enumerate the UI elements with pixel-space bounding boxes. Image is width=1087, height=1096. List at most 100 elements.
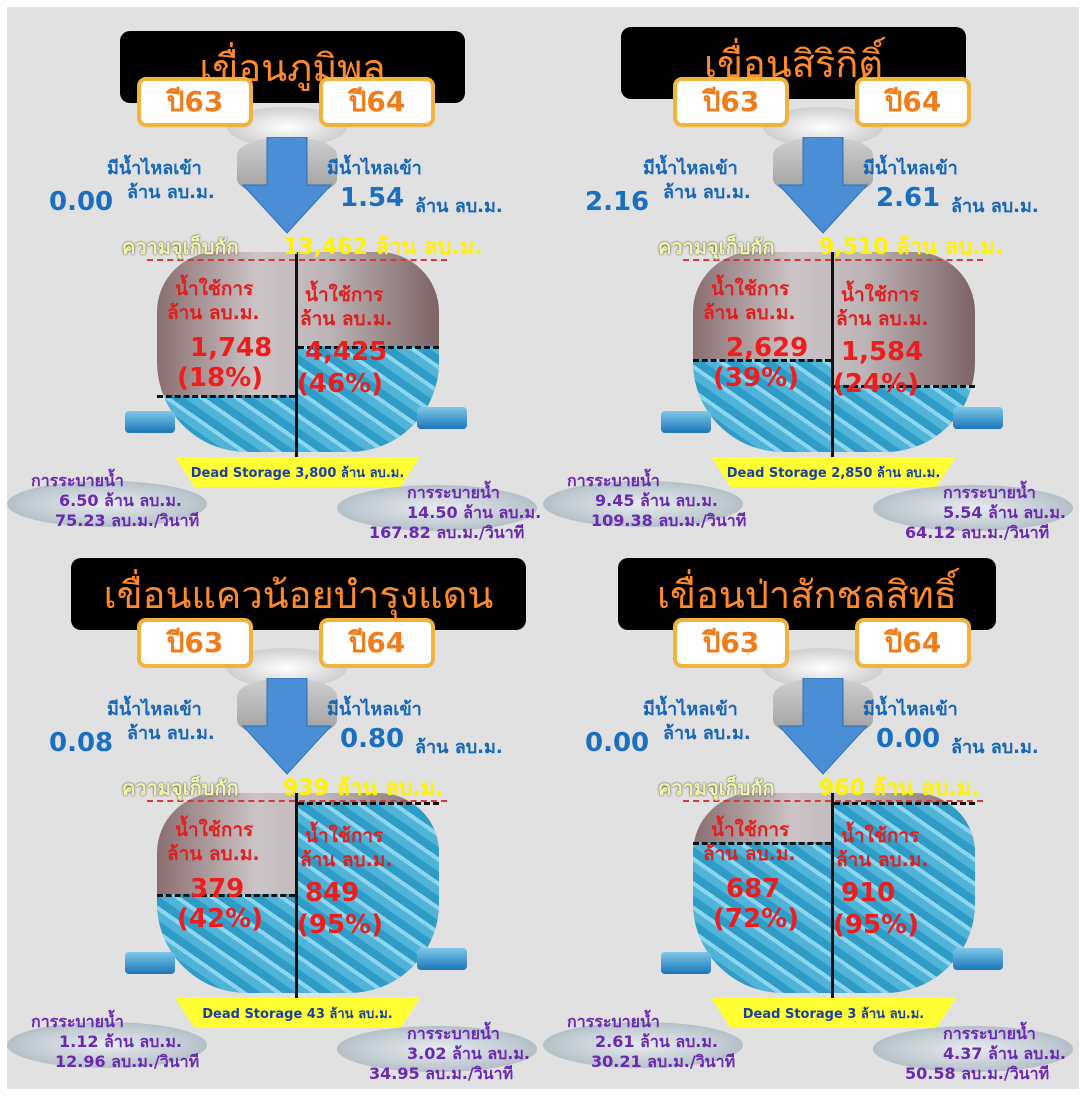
release-right-mcm: 3.02 ล้าน ลบ.ม.: [407, 1044, 531, 1063]
usable-right-percent: (46%): [297, 369, 383, 399]
capacity-value: 939 ล้าน ลบ.ม.: [283, 776, 444, 801]
capacity-line: [683, 259, 983, 261]
release-right-title: การระบายน้ำ: [943, 483, 1036, 502]
inflow-arrow-icon: [777, 678, 869, 775]
inflow-left-value: 0.00: [49, 187, 114, 217]
water-level-left: [693, 842, 831, 993]
capacity-value: 13,462 ล้าน ลบ.ม.: [283, 235, 483, 260]
inflow-left-label: มีน้ำไหลเข้า: [107, 158, 202, 179]
usable-right-unit: ล้าน ลบ.ม.: [836, 308, 929, 330]
water-splash-right: [337, 485, 537, 531]
faucet-right-icon: [953, 407, 1003, 429]
level-line-left: [157, 395, 295, 398]
release-right-mcm: 4.37 ล้าน ลบ.ม.: [943, 1044, 1067, 1063]
inflow-right-label: มีน้ำไหลเข้า: [863, 699, 958, 720]
usable-left-label: น้ำใช้การ: [175, 278, 254, 300]
reservoir-pot: [693, 252, 975, 462]
usable-right-label: น้ำใช้การ: [305, 825, 384, 847]
inflow-left-label: มีน้ำไหลเข้า: [643, 699, 738, 720]
usable-right-label: น้ำใช้การ: [841, 825, 920, 847]
capacity-value: 9,510 ล้าน ลบ.ม.: [819, 235, 1004, 260]
usable-right-label: น้ำใช้การ: [841, 284, 920, 306]
inflow-right-unit: ล้าน ลบ.ม.: [415, 196, 503, 217]
usable-left-unit: ล้าน ลบ.ม.: [167, 843, 260, 865]
release-left-cms: 30.21 ลบ.ม./วินาที: [591, 1052, 736, 1071]
pot-body: [157, 793, 439, 993]
inflow-arrow-icon: [777, 137, 869, 234]
year-63-badge: ปี63: [673, 77, 789, 127]
pot-body: [157, 252, 439, 452]
usable-right-label: น้ำใช้การ: [305, 284, 384, 306]
usable-right-percent: (24%): [833, 369, 919, 399]
inflow-right-unit: ล้าน ลบ.ม.: [951, 737, 1039, 758]
usable-left-value: 1,748: [190, 333, 273, 363]
release-left-cms: 12.96 ลบ.ม./วินาที: [55, 1052, 200, 1071]
capacity-label: ความจุเก็บกัก: [658, 776, 775, 800]
faucet-left-icon: [125, 952, 175, 974]
release-left-cms: 109.38 ลบ.ม./วินาที: [591, 511, 747, 530]
water-level-right: [834, 802, 975, 993]
faucet-right-icon: [417, 407, 467, 429]
inflow-right-unit: ล้าน ลบ.ม.: [951, 196, 1039, 217]
water-level-right: [298, 346, 439, 452]
capacity-line: [683, 800, 983, 802]
level-line-right: [298, 802, 439, 805]
inflow-left-value: 0.00: [585, 728, 650, 758]
capacity-label: ความจุเก็บกัก: [658, 235, 775, 259]
inflow-right-value: 1.54: [340, 183, 405, 213]
dead-storage-bar: Dead Storage 3,800 ล้าน ลบ.ม.: [175, 457, 420, 487]
water-splash-left: [7, 481, 207, 527]
usable-left-label: น้ำใช้การ: [711, 819, 790, 841]
year-64-badge: ปี64: [855, 77, 971, 127]
level-line-right: [834, 802, 975, 805]
inflow-right-unit: ล้าน ลบ.ม.: [415, 737, 503, 758]
capacity-line: [147, 800, 447, 802]
usable-right-value: 4,425: [305, 337, 388, 367]
inflow-left-label: มีน้ำไหลเข้า: [643, 158, 738, 179]
dam-panel-1: เขื่อนภูมิพล ปี63 ปี64 มีน้ำไหลเข้า ล้าน…: [7, 7, 543, 548]
usable-right-value: 849: [305, 878, 360, 908]
inflow-right-value: 0.00: [876, 724, 941, 754]
inflow-right-label: มีน้ำไหลเข้า: [863, 158, 958, 179]
release-left-title: การระบายน้ำ: [31, 471, 124, 490]
usable-right-unit: ล้าน ลบ.ม.: [836, 849, 929, 871]
usable-right-percent: (95%): [833, 910, 919, 940]
release-left-cms: 75.23 ลบ.ม./วินาที: [55, 511, 200, 530]
usable-right-unit: ล้าน ลบ.ม.: [300, 849, 393, 871]
inflow-right-value: 0.80: [340, 724, 405, 754]
water-splash-right: [873, 1026, 1073, 1072]
usable-right-value: 910: [841, 878, 896, 908]
usable-left-value: 379: [190, 874, 245, 904]
release-right-cms: 64.12 ลบ.ม./วินาที: [905, 523, 1050, 542]
inflow-left-unit: ล้าน ลบ.ม.: [127, 182, 215, 203]
usable-left-unit: ล้าน ลบ.ม.: [167, 302, 260, 324]
year-63-badge: ปี63: [137, 77, 253, 127]
pot-body: [693, 793, 975, 993]
year-divider: [295, 252, 298, 462]
release-left-title: การระบายน้ำ: [567, 471, 660, 490]
release-left-mcm: 2.61 ล้าน ลบ.ม.: [595, 1032, 719, 1051]
water-level-left: [157, 395, 295, 452]
dead-storage-bar: Dead Storage 2,850 ล้าน ลบ.ม.: [711, 457, 956, 487]
water-level-left: [157, 894, 295, 993]
year-divider: [295, 793, 298, 1003]
level-line-left: [693, 842, 831, 845]
pot-body: [693, 252, 975, 452]
year-64-badge: ปี64: [319, 618, 435, 668]
year-64-badge: ปี64: [855, 618, 971, 668]
release-right-title: การระบายน้ำ: [407, 1024, 500, 1043]
year-divider: [831, 252, 834, 462]
release-left-title: การระบายน้ำ: [31, 1012, 124, 1031]
usable-left-percent: (18%): [177, 363, 263, 393]
usable-left-value: 2,629: [726, 333, 809, 363]
release-right-cms: 167.82 ลบ.ม./วินาที: [369, 523, 525, 542]
release-right-title: การระบายน้ำ: [943, 1024, 1036, 1043]
water-splash-left: [7, 1022, 207, 1068]
water-splash-left: [543, 481, 743, 527]
release-left-title: การระบายน้ำ: [567, 1012, 660, 1031]
release-left-mcm: 6.50 ล้าน ลบ.ม.: [59, 491, 183, 510]
usable-left-label: น้ำใช้การ: [175, 819, 254, 841]
capacity-value: 960 ล้าน ลบ.ม.: [819, 776, 980, 801]
faucet-left-icon: [661, 952, 711, 974]
release-left-mcm: 1.12 ล้าน ลบ.ม.: [59, 1032, 183, 1051]
